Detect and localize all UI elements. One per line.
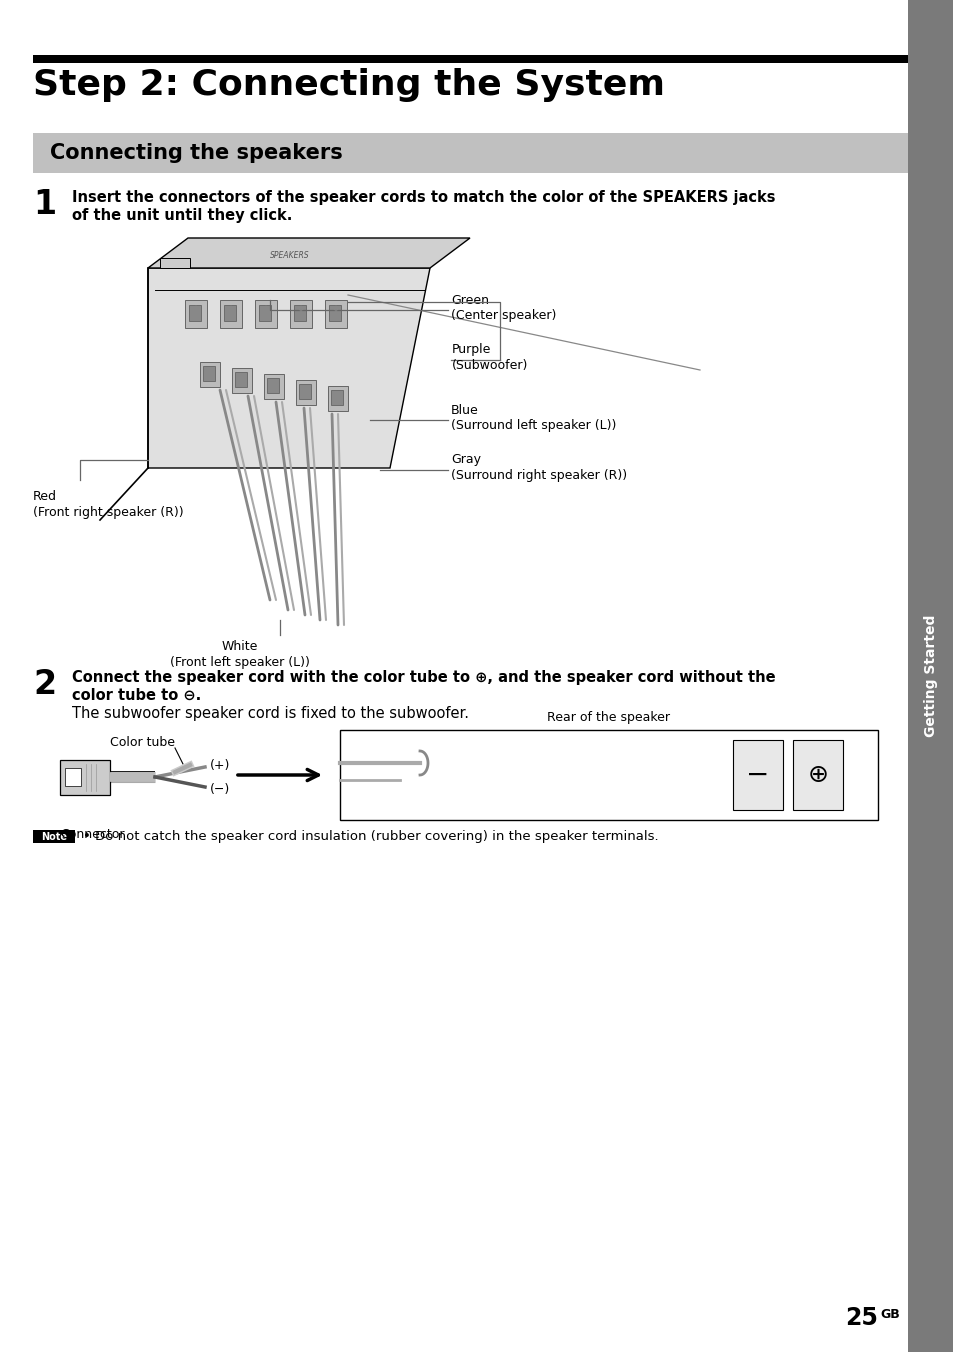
Bar: [792, 740, 842, 810]
Bar: [328, 387, 348, 411]
Bar: [298, 384, 311, 399]
Text: Gray
(Surround right speaker (R)): Gray (Surround right speaker (R)): [451, 453, 626, 483]
Bar: [254, 300, 276, 329]
Text: GB: GB: [879, 1307, 899, 1321]
Bar: [33, 132, 907, 173]
Text: Blue
(Surround left speaker (L)): Blue (Surround left speaker (L)): [451, 403, 616, 433]
Bar: [331, 389, 343, 406]
Text: −: −: [745, 761, 769, 790]
Text: 2: 2: [33, 668, 56, 700]
Bar: [264, 375, 284, 399]
Text: Connector: Connector: [60, 827, 125, 841]
Text: Insert the connectors of the speaker cords to match the color of the SPEAKERS ja: Insert the connectors of the speaker cor…: [71, 191, 775, 206]
Text: Green
(Center speaker): Green (Center speaker): [451, 293, 556, 323]
Text: (−): (−): [210, 783, 230, 795]
Bar: [232, 368, 252, 393]
Polygon shape: [148, 268, 430, 468]
Text: color tube to ⊖.: color tube to ⊖.: [71, 688, 201, 703]
Bar: [220, 300, 242, 329]
Bar: [325, 300, 347, 329]
Text: • Do not catch the speaker cord insulation (rubber covering) in the speaker term: • Do not catch the speaker cord insulati…: [83, 830, 658, 844]
Polygon shape: [148, 238, 470, 268]
Bar: [234, 372, 247, 387]
Bar: [295, 380, 315, 406]
Text: Red
(Front right speaker (R)): Red (Front right speaker (R)): [33, 489, 183, 519]
Bar: [60, 760, 110, 795]
Text: (+): (+): [210, 758, 230, 772]
Text: Step 2: Connecting the System: Step 2: Connecting the System: [33, 68, 664, 101]
Text: 1: 1: [33, 188, 56, 220]
Text: Connect the speaker cord with the color tube to ⊕, and the speaker cord without : Connect the speaker cord with the color …: [71, 671, 775, 685]
Text: Getting Started: Getting Started: [923, 615, 937, 737]
Text: Color tube: Color tube: [110, 735, 174, 749]
Bar: [732, 740, 782, 810]
Text: Note: Note: [41, 831, 67, 841]
Bar: [294, 306, 306, 320]
Text: Rear of the speaker: Rear of the speaker: [547, 711, 670, 725]
Bar: [33, 55, 907, 64]
Text: 25: 25: [844, 1306, 877, 1330]
Bar: [224, 306, 235, 320]
Bar: [200, 362, 220, 387]
Text: White
(Front left speaker (L)): White (Front left speaker (L)): [170, 639, 310, 669]
Bar: [290, 300, 312, 329]
Bar: [267, 379, 278, 393]
Bar: [329, 306, 340, 320]
Bar: [189, 306, 201, 320]
Text: Purple
(Subwoofer): Purple (Subwoofer): [452, 343, 528, 373]
Text: SPEAKERS: SPEAKERS: [270, 250, 310, 260]
Bar: [339, 730, 877, 821]
Bar: [185, 300, 207, 329]
Bar: [203, 366, 214, 381]
Bar: [160, 258, 190, 268]
Text: ⊕: ⊕: [806, 763, 827, 787]
Bar: [907, 0, 953, 1352]
Text: of the unit until they click.: of the unit until they click.: [71, 208, 292, 223]
Bar: [258, 306, 271, 320]
Bar: [33, 830, 75, 844]
Bar: [65, 768, 81, 786]
Text: Connecting the speakers: Connecting the speakers: [50, 143, 342, 164]
Text: The subwoofer speaker cord is fixed to the subwoofer.: The subwoofer speaker cord is fixed to t…: [71, 706, 469, 721]
